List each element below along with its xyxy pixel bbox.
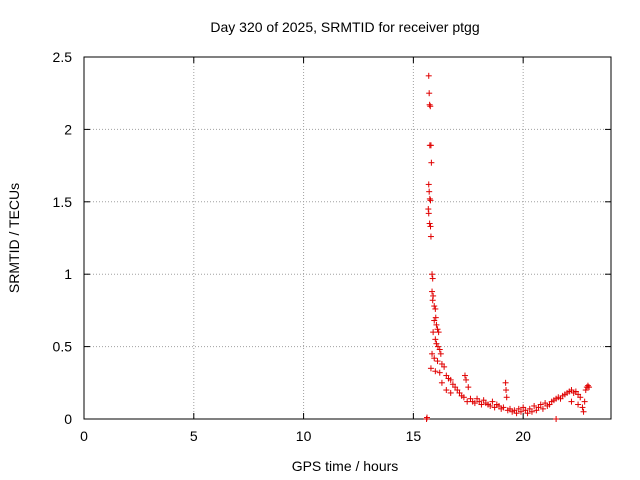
y-tick-label: 1 (64, 266, 72, 282)
x-tick-label: 15 (406, 428, 422, 444)
data-point (575, 401, 582, 408)
data-point (503, 387, 510, 394)
data-point (432, 336, 439, 343)
data-point (502, 379, 509, 386)
data-point (580, 408, 587, 415)
y-tick-label: 1.5 (53, 194, 73, 210)
data-point (429, 297, 436, 304)
data-point (429, 350, 436, 357)
data-point (428, 159, 435, 166)
data-point (432, 305, 439, 312)
y-tick-label: 0.5 (53, 339, 73, 355)
data-point (437, 350, 444, 357)
data-point (427, 197, 434, 204)
data-point (436, 369, 443, 376)
data-point (463, 376, 470, 383)
data-point (447, 376, 454, 383)
data-point (513, 410, 520, 417)
axis-tick-labels: 0 5 10 15 20 0 0.5 1 1.5 2 2.5 (53, 49, 532, 444)
data-point (431, 303, 438, 310)
y-tick-label: 2 (64, 121, 72, 137)
data-point (528, 408, 535, 415)
data-point (434, 358, 441, 365)
data-point (426, 90, 433, 97)
data-point (447, 389, 454, 396)
data-point (581, 398, 588, 405)
data-points (423, 72, 593, 422)
y-tick-label: 0 (64, 411, 72, 427)
data-point (429, 271, 436, 278)
data-point (429, 288, 436, 295)
data-point (433, 321, 440, 328)
data-point (431, 355, 438, 362)
data-point (586, 384, 593, 391)
data-point (553, 416, 560, 422)
data-point (427, 103, 434, 110)
data-point (429, 275, 436, 282)
data-point (579, 404, 586, 411)
data-point (539, 405, 546, 412)
y-tick-label: 2.5 (53, 49, 73, 65)
x-tick-label: 20 (515, 428, 531, 444)
data-point (434, 326, 441, 333)
data-point (423, 414, 430, 421)
data-point (432, 314, 439, 321)
x-tick-label: 5 (190, 428, 198, 444)
data-point (431, 317, 438, 324)
data-point (427, 223, 434, 230)
data-point (441, 363, 448, 370)
data-point (584, 382, 591, 389)
data-point (464, 398, 471, 405)
data-point (500, 404, 507, 411)
data-point (425, 210, 432, 217)
data-point (435, 329, 442, 336)
data-point (489, 398, 496, 405)
data-point (531, 402, 538, 409)
y-axis-title: SRMTID / TECUs (6, 183, 22, 293)
data-point (425, 181, 432, 188)
data-point (438, 379, 445, 386)
data-point (517, 408, 524, 415)
gridlines (84, 57, 611, 419)
data-point (465, 384, 472, 391)
data-point (582, 387, 589, 394)
data-point (427, 142, 434, 149)
data-point (537, 401, 544, 408)
data-point (436, 346, 443, 353)
axis-ticks (83, 56, 611, 420)
data-point (426, 220, 433, 227)
x-tick-label: 0 (80, 428, 88, 444)
data-point (426, 101, 433, 108)
data-point (427, 233, 434, 240)
data-point (425, 72, 432, 79)
data-point (487, 402, 494, 409)
plot-area-frame (83, 56, 612, 420)
data-point (432, 368, 439, 375)
data-point (524, 410, 531, 417)
data-point (427, 365, 434, 372)
x-axis-title: GPS time / hours (292, 458, 399, 474)
data-point (471, 400, 478, 407)
data-point (430, 329, 437, 336)
data-point (478, 401, 485, 408)
data-point (433, 340, 440, 347)
chart-title: Day 320 of 2025, SRMTID for receiver ptg… (210, 19, 479, 35)
x-tick-label: 10 (296, 428, 312, 444)
data-point (577, 394, 584, 401)
data-point (568, 398, 575, 405)
data-point (461, 372, 468, 379)
data-point (426, 195, 433, 202)
data-point (443, 387, 450, 394)
data-point (460, 394, 467, 401)
data-point (426, 188, 433, 195)
data-point (503, 394, 510, 401)
